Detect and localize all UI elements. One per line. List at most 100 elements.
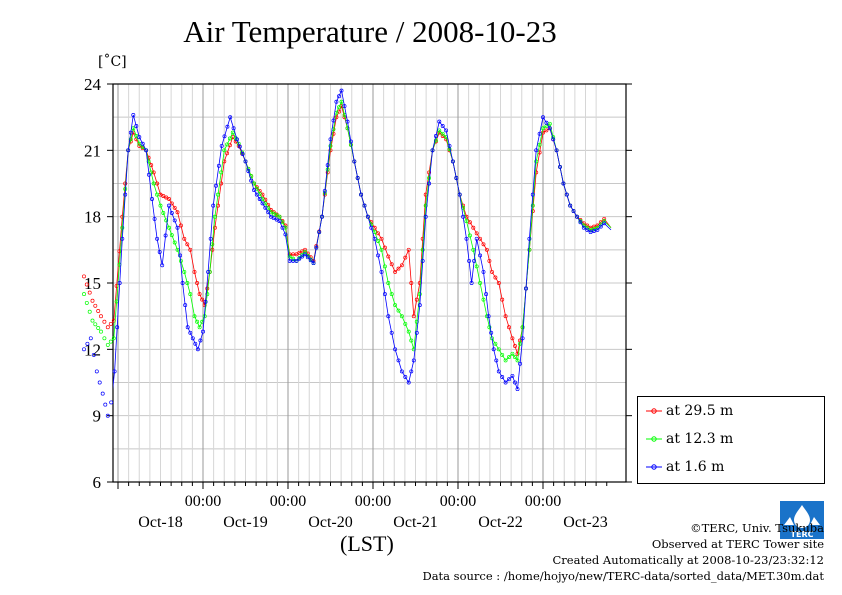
series-point-0 xyxy=(503,314,508,319)
series-point-1 xyxy=(82,292,86,297)
series-point-2 xyxy=(578,220,583,225)
series-point-0 xyxy=(484,247,489,252)
series-point-2 xyxy=(334,99,339,104)
credits: ©TERC, Univ. Tsukuba Observed at TERC To… xyxy=(422,520,824,584)
series-point-2 xyxy=(348,139,353,144)
series-point-2 xyxy=(206,269,211,274)
series-point-2 xyxy=(325,163,330,168)
series-point-1 xyxy=(595,225,600,230)
series-point-0 xyxy=(403,255,408,260)
series-point-2 xyxy=(403,375,408,379)
series-point-0 xyxy=(487,258,492,263)
copyright-line: ©TERC, Univ. Tsukuba xyxy=(690,521,824,535)
series-line-2 xyxy=(113,89,612,390)
series-point-2 xyxy=(547,126,552,131)
series-point-2 xyxy=(109,400,114,405)
series-point-2 xyxy=(246,169,251,173)
series-point-2 xyxy=(454,176,459,180)
series-point-2 xyxy=(297,256,302,261)
series-point-1 xyxy=(222,148,227,153)
series-point-2 xyxy=(362,203,367,208)
series-point-2 xyxy=(137,135,142,140)
x-tick-time-label: 00:00 xyxy=(185,493,221,510)
series-point-2 xyxy=(561,181,566,186)
svg-text:TERC: TERC xyxy=(791,530,814,539)
series-point-0 xyxy=(427,170,432,175)
series-point-1 xyxy=(328,143,333,148)
series-point-1 xyxy=(396,308,401,313)
series-point-2 xyxy=(163,233,168,238)
series-point-2 xyxy=(252,188,256,193)
series-point-2 xyxy=(513,380,517,385)
series-point-0 xyxy=(386,254,391,259)
series-point-2 xyxy=(461,214,466,219)
series-point-1 xyxy=(87,309,92,314)
series-point-2 xyxy=(140,141,145,146)
series-point-2 xyxy=(494,358,499,363)
series-point-2 xyxy=(201,329,205,334)
series-point-2 xyxy=(175,225,180,230)
series-point-1 xyxy=(496,347,501,352)
series-point-2 xyxy=(100,391,105,396)
series-point-2 xyxy=(190,336,195,341)
series-point-1 xyxy=(277,214,282,219)
y-tick-label: 21 xyxy=(84,141,101,160)
series-point-1 xyxy=(420,247,425,252)
series-point-2 xyxy=(322,188,327,193)
series-point-0 xyxy=(84,282,89,287)
series-point-0 xyxy=(496,281,501,285)
series-point-2 xyxy=(503,380,508,385)
series-point-2 xyxy=(167,203,171,208)
series-point-2 xyxy=(564,192,569,197)
series-point-2 xyxy=(97,380,102,385)
series-point-2 xyxy=(283,232,288,237)
series-point-1 xyxy=(399,314,404,319)
series-point-2 xyxy=(169,211,174,215)
series-point-2 xyxy=(551,137,556,142)
series-point-1 xyxy=(372,230,377,235)
series-point-1 xyxy=(478,281,483,285)
series-point-2 xyxy=(303,252,307,257)
series-point-2 xyxy=(399,369,404,374)
series-point-1 xyxy=(291,256,296,261)
series-point-1 xyxy=(210,242,215,247)
series-point-2 xyxy=(598,224,603,229)
series-point-2 xyxy=(112,369,117,374)
x-tick-date-label: Oct-19 xyxy=(223,514,267,531)
series-point-2 xyxy=(534,148,539,153)
series-point-1 xyxy=(403,321,408,326)
series-point-0 xyxy=(182,236,187,241)
series-point-2 xyxy=(237,144,242,149)
series-point-0 xyxy=(500,297,505,302)
series-point-0 xyxy=(195,281,200,285)
series-point-1 xyxy=(260,197,265,201)
series-point-2 xyxy=(266,210,271,215)
series-point-1 xyxy=(515,358,520,363)
series-point-1 xyxy=(175,247,180,252)
series-point-2 xyxy=(530,192,535,197)
series-point-2 xyxy=(152,216,157,221)
series-point-2 xyxy=(409,369,414,374)
series-point-0 xyxy=(151,170,156,175)
series-point-2 xyxy=(235,137,239,142)
series-point-0 xyxy=(510,336,515,341)
x-tick-time-label: 00:00 xyxy=(270,493,306,510)
series-point-1 xyxy=(592,226,596,231)
series-point-2 xyxy=(484,292,489,297)
series-point-2 xyxy=(222,134,227,139)
series-point-2 xyxy=(225,124,230,129)
series-point-2 xyxy=(554,148,559,153)
series-point-0 xyxy=(382,245,387,250)
series-point-2 xyxy=(433,134,438,138)
series-point-2 xyxy=(496,369,501,374)
series-point-2 xyxy=(117,281,122,285)
series-point-1 xyxy=(185,281,190,285)
series-point-2 xyxy=(520,336,525,341)
series-point-1 xyxy=(487,325,492,330)
series-point-1 xyxy=(102,336,107,341)
series-point-2 xyxy=(423,214,428,219)
series-point-1 xyxy=(105,342,110,347)
series-point-2 xyxy=(507,377,511,382)
series-point-2 xyxy=(491,347,496,352)
series-point-2 xyxy=(339,88,344,93)
